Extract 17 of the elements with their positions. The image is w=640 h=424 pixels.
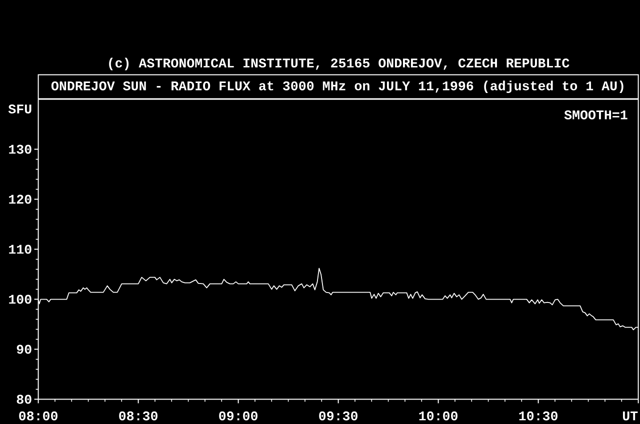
text: (c) ASTRONOMICAL INSTITUTE, 25165 ONDREJOV, CZECH REPUBLIC xyxy=(109,58,570,70)
y-tick-label: 100 xyxy=(9,294,32,304)
x-tick-label: 10:00 xyxy=(419,411,458,420)
x-tick-label: 09:00 xyxy=(219,411,258,420)
y-tick-label: 90 xyxy=(16,344,32,354)
y-tick-label: 130 xyxy=(9,144,32,154)
x-tick-label: 10:30 xyxy=(519,411,558,420)
y-tick-label: 110 xyxy=(9,244,32,254)
x-tick-label: 09:30 xyxy=(319,411,358,420)
y-tick-label: 120 xyxy=(9,194,32,204)
x-axis-title: UT xyxy=(622,412,638,420)
x-tick-label: 08:00 xyxy=(19,411,58,420)
x-tick-label: 08:30 xyxy=(119,411,158,420)
annotation: SMOOTH=1 xyxy=(564,110,628,120)
chart-title: ONDREJOV SUN - RADIO FLUX at 3000 MHz on JULY 11,1996 (adjusted to 1 AU) xyxy=(51,80,624,94)
y-tick-label: 80 xyxy=(16,394,32,404)
y-axis-title: SFU xyxy=(8,104,32,114)
